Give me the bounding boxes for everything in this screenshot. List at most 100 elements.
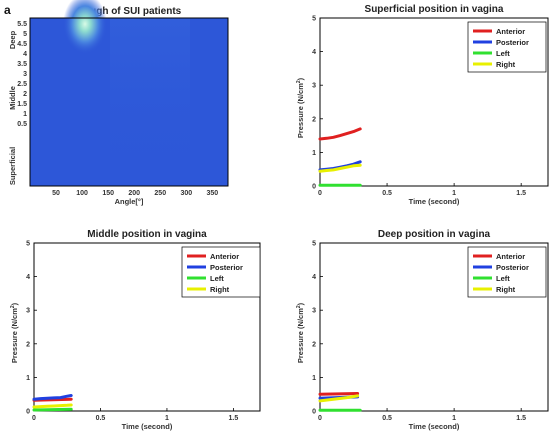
legend-label: Anterior — [210, 252, 239, 261]
legend-label: Left — [496, 49, 510, 58]
legend-label: Right — [210, 285, 230, 294]
heatmap-hotspot — [63, 0, 107, 54]
heatmap-y-tick: 0.5 — [17, 121, 27, 128]
y-axis-label-sup: 2 — [296, 80, 302, 83]
series-line — [318, 163, 362, 173]
legend-label: Left — [496, 274, 510, 283]
x-tick-label: 1 — [165, 415, 169, 422]
heatmap-y-tick: 2.5 — [17, 81, 27, 88]
panel-title: Middle position in vagina — [87, 229, 207, 240]
heatmap-title: Cough of SUI patients — [77, 6, 182, 17]
y-axis-label-main: Pressure (N/cm — [296, 308, 305, 363]
heatmap-y-tick: 3 — [23, 71, 27, 78]
line-panel-middle: Middle position in vagina 0 1 2 3 4 5 0 0.5 1 1.5 T… — [10, 229, 261, 431]
line-panel-deep: Deep position in vagina 0 1 2 3 4 5 0 0.5 1 1.5 Tim… — [296, 229, 549, 431]
heatmap-y-tick: 2 — [23, 91, 27, 98]
legend-label: Right — [496, 60, 516, 69]
legend-label: Anterior — [496, 27, 525, 36]
y-axis-label-main: Pressure (N/cm — [10, 308, 19, 363]
y-axis-label-close: ) — [296, 302, 305, 305]
y-axis-label: Pressure (N/cm2) — [10, 302, 19, 363]
y-tick-label: 4 — [312, 49, 316, 56]
y-tick-label: 4 — [312, 274, 316, 281]
series-line — [32, 394, 73, 401]
heatmap-y-tick: 5.5 — [17, 21, 27, 28]
heatmap-y-tick: 5 — [23, 31, 27, 38]
x-tick-label: 0 — [32, 415, 36, 422]
heatmap-y-tick: 1.5 — [17, 101, 27, 108]
heatmap-x-tick: 300 — [180, 190, 192, 197]
x-axis-label: Time (second) — [409, 197, 460, 206]
x-tick-label: 1.5 — [516, 415, 526, 422]
x-tick-label: 1 — [452, 190, 456, 197]
y-tick-label: 0 — [312, 184, 316, 191]
panel-label: a — [4, 3, 11, 17]
legend-label: Anterior — [496, 252, 525, 261]
legend-label: Posterior — [496, 263, 529, 272]
x-axis-label: Time (second) — [409, 422, 460, 431]
legend-label: Left — [210, 274, 224, 283]
series-line — [318, 392, 360, 396]
heatmap-frame — [29, 17, 229, 187]
x-tick-label: 0.5 — [96, 415, 106, 422]
heatmap-y-category: Deep — [8, 30, 17, 49]
x-tick-label: 1 — [452, 415, 456, 422]
panel-title: Deep position in vagina — [378, 229, 491, 240]
legend-label: Posterior — [496, 38, 529, 47]
heatmap-y-tick: 4 — [23, 51, 27, 58]
y-axis-label-close: ) — [296, 77, 305, 80]
y-tick-label: 3 — [312, 308, 316, 315]
heatmap-y-tick: 4.5 — [17, 41, 27, 48]
x-tick-label: 0 — [318, 415, 322, 422]
y-tick-label: 1 — [26, 375, 30, 382]
line-panel-superficial: Superficial position in vagina 0 1 2 3 4 5 0 0.5… — [296, 4, 549, 206]
x-tick-label: 0.5 — [382, 415, 392, 422]
x-tick-label: 0 — [318, 190, 322, 197]
y-tick-label: 3 — [312, 83, 316, 90]
panel-title: Superficial position in vagina — [365, 4, 504, 15]
heatmap-y-category: Middle — [8, 86, 17, 110]
heatmap-x-tick: 350 — [207, 190, 219, 197]
series-line — [32, 407, 73, 412]
heatmap-streak — [110, 18, 190, 186]
y-tick-label: 2 — [26, 341, 30, 348]
y-axis-label-main: Pressure (N/cm — [296, 83, 305, 138]
plot-frame — [33, 242, 261, 412]
heatmap-x-tick: 200 — [128, 190, 140, 197]
y-tick-label: 5 — [26, 241, 30, 248]
heatmap-y-tick: 3.5 — [17, 61, 27, 68]
y-tick-label: 0 — [26, 409, 30, 416]
y-axis-label: Pressure (N/cm2) — [296, 302, 305, 363]
x-tick-label: 1.5 — [516, 190, 526, 197]
heatmap-x-tick: 50 — [52, 190, 60, 197]
heatmap-x-tick: 100 — [76, 190, 88, 197]
x-tick-label: 1.5 — [229, 415, 239, 422]
plot-frame — [319, 17, 549, 187]
heatmap-y-category: Superficial — [8, 147, 17, 185]
y-tick-label: 4 — [26, 274, 30, 281]
series-line — [318, 394, 360, 403]
heatmap-x-tick: 150 — [102, 190, 114, 197]
y-axis-label-sup: 2 — [296, 305, 302, 308]
y-tick-label: 2 — [312, 341, 316, 348]
y-axis-label: Pressure (N/cm2) — [296, 77, 305, 138]
legend-label: Right — [496, 285, 516, 294]
heatmap-y-tick: 1 — [23, 111, 27, 118]
y-axis-label-sup: 2 — [10, 305, 16, 308]
plot-frame — [319, 242, 549, 412]
y-tick-label: 5 — [312, 16, 316, 23]
y-axis-label-close: ) — [10, 302, 19, 305]
legend-label: Posterior — [210, 263, 243, 272]
heatmap-x-label: Angle[°] — [115, 197, 144, 206]
heatmap-x-tick: 250 — [154, 190, 166, 197]
series-line — [318, 127, 362, 141]
series-line — [32, 403, 73, 409]
y-tick-label: 0 — [312, 409, 316, 416]
x-tick-label: 0.5 — [382, 190, 392, 197]
y-tick-label: 5 — [312, 241, 316, 248]
y-tick-label: 3 — [26, 308, 30, 315]
x-axis-label: Time (second) — [122, 422, 173, 431]
y-tick-label: 2 — [312, 116, 316, 123]
